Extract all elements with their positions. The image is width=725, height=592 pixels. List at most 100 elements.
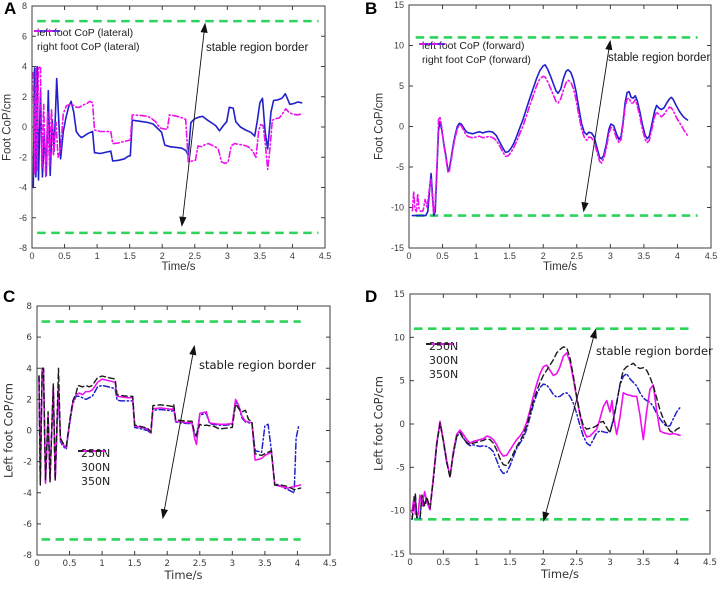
annotation-stable-region-border: stable region border bbox=[206, 42, 309, 54]
series-right-foot-cop-lateral- bbox=[32, 65, 303, 178]
x-tick-label: 0 bbox=[406, 251, 411, 261]
x-tick-label: 4.5 bbox=[319, 251, 332, 261]
legend-item: right foot CoP (forward) bbox=[418, 43, 531, 67]
y-tick-label: 5 bbox=[399, 377, 405, 387]
x-tick-label: 2 bbox=[164, 559, 170, 569]
panel-a: 0 0.5 1 1.5 2 2.5 3 3.5 4 4.5 -8 -6 -4 -2 0 2 4 6 8 A Foot… bbox=[0, 0, 362, 282]
x-tick-label: 3.5 bbox=[638, 251, 651, 261]
y-tick-label: -2 bbox=[23, 458, 32, 468]
y-tick-label: 0 bbox=[399, 420, 405, 430]
legend-item: 350N bbox=[77, 450, 110, 488]
x-axis-label: Time/s bbox=[542, 261, 578, 273]
x-axis-label: Time/s bbox=[164, 568, 203, 582]
y-tick-label: 6 bbox=[26, 333, 32, 343]
panel-d: 0 0.5 1 1.5 2 2.5 3 3.5 4 4.5 -15 -10 -5 0 5 10 15 D Lef… bbox=[362, 288, 725, 592]
x-tick-label: 0.5 bbox=[58, 251, 71, 261]
y-tick-label: -15 bbox=[391, 550, 405, 560]
legend: 250N 300N 350N bbox=[77, 446, 110, 488]
annotation-arrowhead bbox=[605, 39, 613, 51]
annotation-arrow-line bbox=[182, 29, 205, 220]
legend-label: 300N bbox=[429, 353, 459, 367]
plot-area-d: 0 0.5 1 1.5 2 2.5 3 3.5 4 4.5 -15 -10 -5 0 5 10 15 bbox=[391, 290, 717, 568]
y-tick-label: -5 bbox=[396, 463, 405, 473]
annotation-arrowhead bbox=[581, 201, 589, 213]
x-tick-label: 0.5 bbox=[436, 558, 450, 568]
x-tick-label: 3.5 bbox=[258, 559, 272, 569]
legend: 250N 300N 350N bbox=[425, 339, 458, 381]
x-tick-label: 3 bbox=[607, 558, 613, 568]
x-tick-label: 4 bbox=[290, 251, 295, 261]
y-tick-label: 8 bbox=[26, 302, 32, 312]
x-axis-label: Time/s bbox=[161, 261, 196, 273]
y-tick-label: -8 bbox=[23, 551, 32, 561]
y-tick-label: -8 bbox=[19, 243, 27, 253]
x-tick-label: 4 bbox=[295, 559, 301, 569]
legend-label: 250N bbox=[81, 446, 111, 460]
annotation-arrowhead bbox=[542, 511, 550, 522]
y-tick-label: 10 bbox=[394, 333, 406, 343]
series-350n bbox=[411, 346, 681, 521]
annotation-arrowhead bbox=[589, 328, 597, 339]
x-tick-label: 2 bbox=[541, 558, 547, 568]
y-axis-label: Left foot CoP/cm bbox=[1, 383, 16, 478]
x-tick-label: 3.5 bbox=[254, 251, 267, 261]
legend-label: 250N bbox=[429, 339, 459, 353]
y-tick-label: -10 bbox=[391, 203, 404, 213]
annotation-arrowhead bbox=[179, 216, 187, 227]
y-tick-label: -10 bbox=[391, 507, 406, 517]
x-tick-label: 3 bbox=[225, 251, 230, 261]
x-axis-label: Time/s bbox=[540, 567, 579, 581]
legend-label: 350N bbox=[429, 367, 459, 381]
x-tick-label: 4 bbox=[675, 251, 680, 261]
y-tick-label: 10 bbox=[394, 41, 404, 51]
series-250n bbox=[411, 372, 681, 521]
y-tick-label: 4 bbox=[22, 62, 27, 72]
legend-item: 300N bbox=[77, 450, 111, 474]
y-tick-label: 6 bbox=[22, 31, 27, 41]
plot-frame bbox=[36, 305, 331, 556]
legend-item: right foot CoP (lateral) bbox=[33, 30, 140, 54]
legend-swatch bbox=[78, 450, 106, 452]
x-tick-label: 1 bbox=[474, 558, 480, 568]
panel-letter-a: A bbox=[4, 0, 17, 18]
plot-area-c: 0 0.5 1 1.5 2 2.5 3 3.5 4 4.5 -8 -6 -4 -2 0 2 4 6 8 bbox=[23, 302, 337, 569]
legend-swatch bbox=[419, 43, 445, 45]
y-tick-label: -4 bbox=[23, 489, 32, 499]
y-tick-label: 0 bbox=[22, 122, 27, 132]
y-tick-label: 2 bbox=[22, 92, 27, 102]
panel-c: 0 0.5 1 1.5 2 2.5 3 3.5 4 4.5 -8 -6 -4 -2 0 2 4 6 8 C Left… bbox=[0, 288, 363, 592]
x-tick-label: 4 bbox=[674, 558, 680, 568]
series-left-foot-cop-lateral- bbox=[32, 65, 303, 189]
plot-area-b: 0 0.5 1 1.5 2 2.5 3 3.5 4 4.5 -15 -10 -5 0 5 10 15 bbox=[391, 0, 718, 261]
x-tick-label: 1.5 bbox=[503, 251, 516, 261]
y-tick-label: -2 bbox=[19, 152, 27, 162]
annotation-arrowhead bbox=[160, 508, 169, 520]
legend-label: 300N bbox=[81, 460, 111, 474]
panel-letter-c: C bbox=[3, 287, 16, 306]
annotation-stable-region-border: stable region border bbox=[608, 52, 711, 64]
legend-label: left foot CoP (lateral) bbox=[37, 27, 134, 39]
x-tick-label: 1.5 bbox=[503, 558, 517, 568]
y-tick-label: -5 bbox=[396, 162, 404, 172]
x-tick-label: 4.5 bbox=[703, 558, 717, 568]
y-tick-label: 2 bbox=[26, 395, 32, 405]
x-tick-label: 3 bbox=[230, 559, 236, 569]
y-axis-label: Left foot CoP/cm bbox=[371, 376, 386, 472]
x-tick-label: 4.5 bbox=[705, 251, 718, 261]
annotation-arrow-line bbox=[163, 351, 194, 513]
x-tick-label: 4.5 bbox=[323, 559, 337, 569]
y-tick-label: 5 bbox=[399, 81, 404, 91]
x-tick-label: 1.5 bbox=[123, 251, 136, 261]
x-tick-label: 2.5 bbox=[189, 251, 202, 261]
x-tick-label: 3.5 bbox=[636, 558, 650, 568]
x-tick-label: 0 bbox=[407, 558, 413, 568]
y-tick-label: -15 bbox=[391, 243, 404, 253]
x-tick-label: 1 bbox=[99, 559, 105, 569]
y-axis-label: Foot CoP/cm bbox=[373, 92, 386, 161]
annotation-stable-region-border: stable region border bbox=[596, 344, 713, 358]
legend-label: left foot CoP (forward) bbox=[422, 40, 525, 52]
annotation-arrowhead bbox=[200, 22, 208, 33]
y-tick-label: -6 bbox=[23, 520, 32, 530]
x-tick-label: 1 bbox=[474, 251, 479, 261]
panel-letter-d: D bbox=[365, 287, 378, 306]
